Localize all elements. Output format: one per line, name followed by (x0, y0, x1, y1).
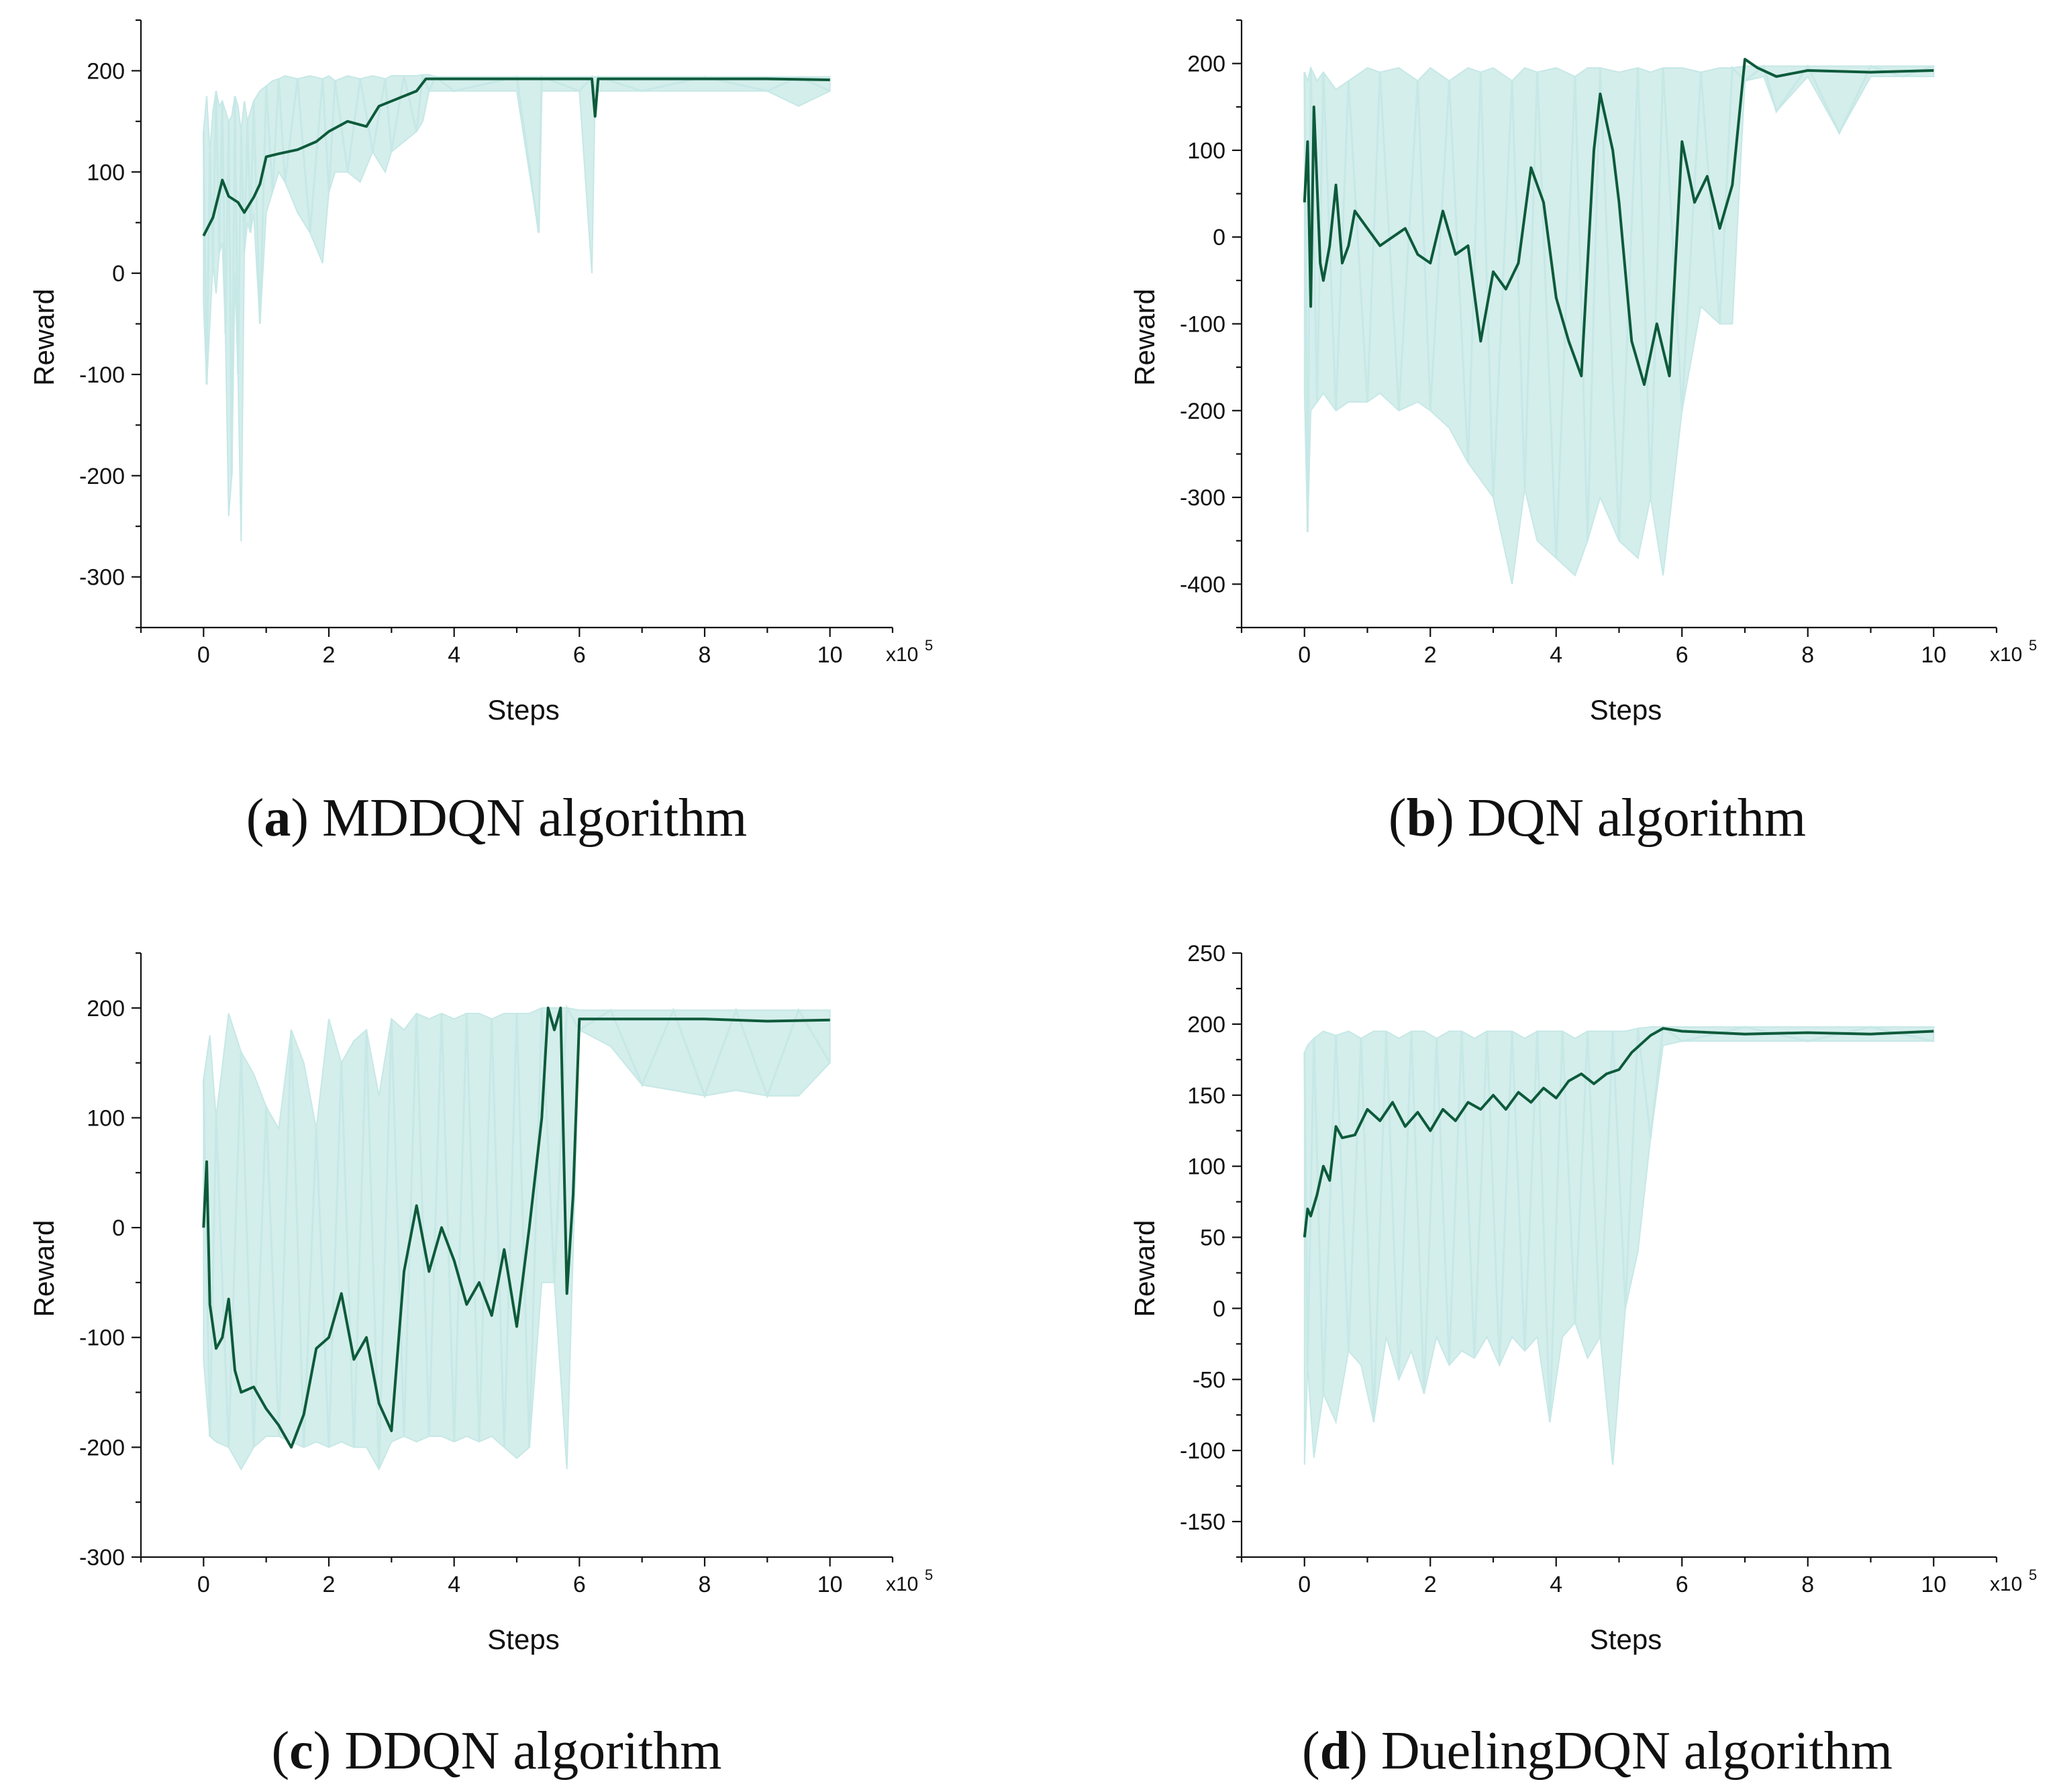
x-tick-label: 4 (448, 642, 460, 668)
raw-reward-line (1303, 1025, 1934, 1422)
y-tick-label: 100 (1187, 1154, 1225, 1180)
x-multiplier-exponent: 5 (2029, 637, 2037, 654)
x-tick-label: 10 (1921, 642, 1946, 668)
y-tick-label: -100 (1180, 1438, 1225, 1464)
y-tick-label: 250 (1187, 941, 1225, 966)
y-tick-label: 200 (1187, 1012, 1225, 1038)
y-tick-label: 0 (1213, 1296, 1225, 1322)
x-multiplier: x10 (886, 644, 918, 666)
smoothed-reward-line (202, 77, 830, 237)
x-tick-label: 8 (1801, 642, 1814, 668)
y-tick-label: 50 (1200, 1226, 1225, 1251)
x-tick-label: 0 (1298, 1572, 1311, 1597)
y-tick-label: -200 (1180, 399, 1225, 424)
y-tick-label: -300 (79, 1545, 125, 1571)
x-tick-label: 2 (1424, 1572, 1437, 1597)
y-tick-label: -150 (1180, 1509, 1225, 1535)
smoothed-reward-line (1303, 1027, 1934, 1238)
smoothed-reward-line (202, 1006, 830, 1449)
x-axis-title: Steps (487, 1624, 559, 1655)
y-tick-label: -50 (1193, 1367, 1225, 1393)
smoothed-reward-line (1303, 58, 1934, 386)
y-tick-label: 200 (87, 996, 125, 1022)
y-axis-title: Reward (28, 289, 60, 386)
x-multiplier-exponent: 5 (2029, 1566, 2037, 1583)
x-axis-title: Steps (1590, 1624, 1662, 1655)
x-multiplier-exponent: 5 (925, 1566, 933, 1583)
x-tick-label: 0 (1298, 642, 1311, 668)
x-tick-label: 0 (197, 1572, 210, 1597)
x-tick-label: 4 (1550, 1572, 1562, 1597)
x-tick-label: 0 (197, 642, 210, 668)
x-tick-label: 4 (1550, 642, 1562, 668)
y-tick-label: -300 (1180, 485, 1225, 511)
chart-panel-c: -300 -200 -100 0 100 200 0 2 4 6 8 10 x10 5 Steps Rewar… (28, 952, 933, 1781)
x-tick-label: 10 (1921, 1572, 1946, 1597)
x-tick-label: 6 (573, 642, 586, 668)
y-axis-title: Reward (1129, 1220, 1160, 1317)
y-tick-label: 0 (112, 261, 125, 287)
y-tick-label: 100 (87, 1105, 125, 1131)
y-tick-label: -200 (79, 1435, 125, 1460)
x-multiplier: x10 (1990, 644, 2022, 666)
y-tick-label: -200 (79, 464, 125, 489)
x-axis-title: Steps (1590, 694, 1662, 726)
x-tick-label: 8 (699, 642, 711, 668)
x-tick-label: 2 (323, 642, 336, 668)
x-tick-label: 8 (1801, 1572, 1814, 1597)
y-tick-label: 100 (1187, 138, 1225, 164)
y-tick-label: 100 (87, 160, 125, 185)
raw-reward-band (1303, 65, 1935, 585)
y-axis-title: Reward (1129, 289, 1160, 386)
x-tick-label: 8 (699, 1572, 711, 1597)
y-axis-title: Reward (28, 1220, 60, 1317)
y-tick-label: -100 (79, 1326, 125, 1351)
y-tick-label: 150 (1187, 1083, 1225, 1109)
x-tick-label: 2 (323, 1572, 336, 1597)
x-tick-label: 6 (1676, 1572, 1689, 1597)
panel-caption: (d) DuelingDQN algorithm (1302, 1722, 1893, 1781)
x-tick-label: 6 (573, 1572, 586, 1597)
chart-panel-b: -400 -300 -200 -100 0 100 200 0 2 4 6 8 10 x10 5 Steps R… (1129, 19, 2037, 848)
raw-reward-band (1303, 1026, 1935, 1465)
raw-reward-band (203, 74, 831, 542)
x-multiplier: x10 (886, 1573, 918, 1595)
y-tick-label: -300 (79, 565, 125, 591)
raw-reward-line (202, 1004, 831, 1470)
x-multiplier: x10 (1990, 1573, 2022, 1595)
y-tick-label: 0 (112, 1215, 125, 1241)
x-tick-label: 10 (817, 642, 843, 668)
raw-reward-line (1303, 64, 1934, 558)
panel-caption: (a) MDDQN algorithm (246, 789, 748, 848)
x-multiplier-exponent: 5 (925, 637, 933, 654)
x-tick-label: 4 (448, 1572, 460, 1597)
x-tick-label: 6 (1676, 642, 1689, 668)
x-tick-label: 10 (817, 1572, 843, 1597)
y-tick-label: 0 (1213, 225, 1225, 250)
y-tick-label: 200 (1187, 52, 1225, 77)
x-axis-title: Steps (487, 694, 559, 726)
chart-panel-d: -150 -100 -50 0 50 100 150 200 250 0 2 4 6 8 10 x10 5 Ste… (1129, 941, 2037, 1781)
panel-caption: (b) DQN algorithm (1389, 789, 1806, 848)
panel-caption: (c) DDQN algorithm (272, 1722, 722, 1781)
y-tick-label: -100 (79, 362, 125, 388)
chart-panel-a: -300 -200 -100 0 100 200 0 2 4 6 8 10 x10 5 Steps Rewar… (28, 19, 933, 848)
y-tick-label: -400 (1180, 572, 1225, 597)
x-tick-label: 2 (1424, 642, 1437, 668)
y-tick-label: -100 (1180, 312, 1225, 338)
y-tick-label: 200 (87, 58, 125, 84)
